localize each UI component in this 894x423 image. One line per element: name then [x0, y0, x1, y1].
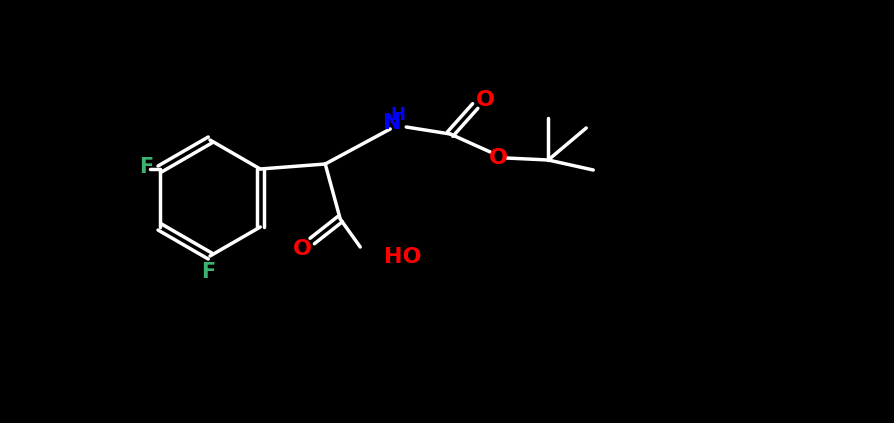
- Text: H: H: [391, 106, 405, 124]
- Text: O: O: [292, 239, 311, 259]
- Text: O: O: [488, 148, 507, 168]
- Text: N: N: [383, 113, 401, 133]
- Text: O: O: [476, 90, 494, 110]
- Text: F: F: [200, 262, 215, 282]
- Text: F: F: [139, 157, 153, 177]
- Text: HO: HO: [384, 247, 421, 267]
